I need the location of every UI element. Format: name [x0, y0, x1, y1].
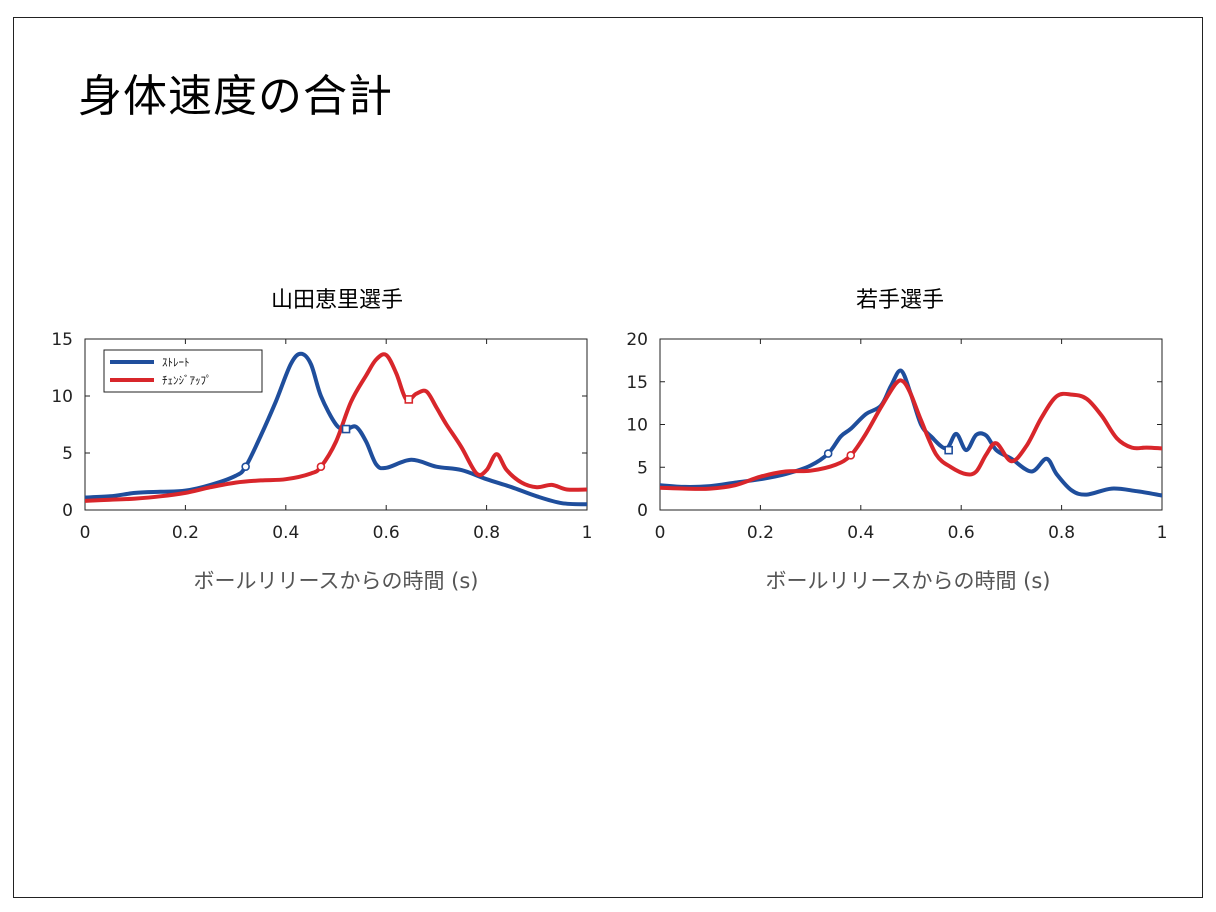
y-tick-label: 0 — [62, 501, 73, 521]
event-marker-circle — [823, 449, 833, 458]
x-tick-label: 1 — [1157, 523, 1168, 543]
x-axis-label: ボールリリースからの時間 (s) — [766, 569, 1051, 593]
y-tick-label: 0 — [637, 501, 648, 521]
legend: ｽﾄﾚｰﾄ ﾁｪﾝｼﾞｱｯﾌﾟ — [103, 349, 263, 393]
event-marker-square — [404, 395, 414, 404]
x-axis-label: ボールリリースからの時間 (s) — [194, 569, 479, 593]
plot-frame — [84, 338, 588, 511]
series-line-1 — [660, 368, 1162, 498]
y-tick-label: 10 — [51, 387, 73, 407]
y-tick-label: 15 — [51, 330, 73, 350]
x-tick-label: 1 — [582, 523, 593, 543]
event-marker-circle — [316, 462, 326, 471]
x-tick-label: 0.6 — [373, 523, 400, 543]
legend-box — [103, 349, 263, 393]
x-tick-label: 0.8 — [473, 523, 500, 543]
y-tick-label: 5 — [62, 444, 73, 464]
event-marker-square — [944, 445, 953, 455]
x-tick-label: 0.6 — [948, 523, 975, 543]
event-marker-square — [341, 424, 351, 434]
y-tick-label: 5 — [637, 458, 648, 478]
x-tick-label: 0.8 — [1048, 523, 1075, 543]
y-tick-label: 10 — [626, 416, 648, 436]
x-tick-label: 0.2 — [747, 523, 774, 543]
y-tick-label: 15 — [626, 373, 648, 393]
series-line-2 — [660, 378, 1162, 491]
x-tick-label: 0.4 — [847, 523, 874, 543]
chart-title: 山田恵里選手 — [271, 288, 403, 313]
chart-title: 若手選手 — [856, 288, 944, 313]
event-marker-circle — [241, 462, 250, 471]
x-tick-label: 0.2 — [172, 523, 199, 543]
legend-label: ｽﾄﾚｰﾄ — [162, 356, 190, 369]
event-marker-circle — [846, 450, 856, 460]
legend-label: ﾁｪﾝｼﾞｱｯﾌﾟ — [162, 374, 212, 387]
series-line-2 — [85, 352, 587, 503]
x-tick-label: 0 — [80, 523, 91, 543]
y-tick-label: 20 — [626, 330, 648, 350]
slide-title: 身体速度の合計 — [78, 71, 393, 122]
x-tick-label: 0.4 — [272, 523, 299, 543]
x-tick-label: 0 — [655, 523, 666, 543]
